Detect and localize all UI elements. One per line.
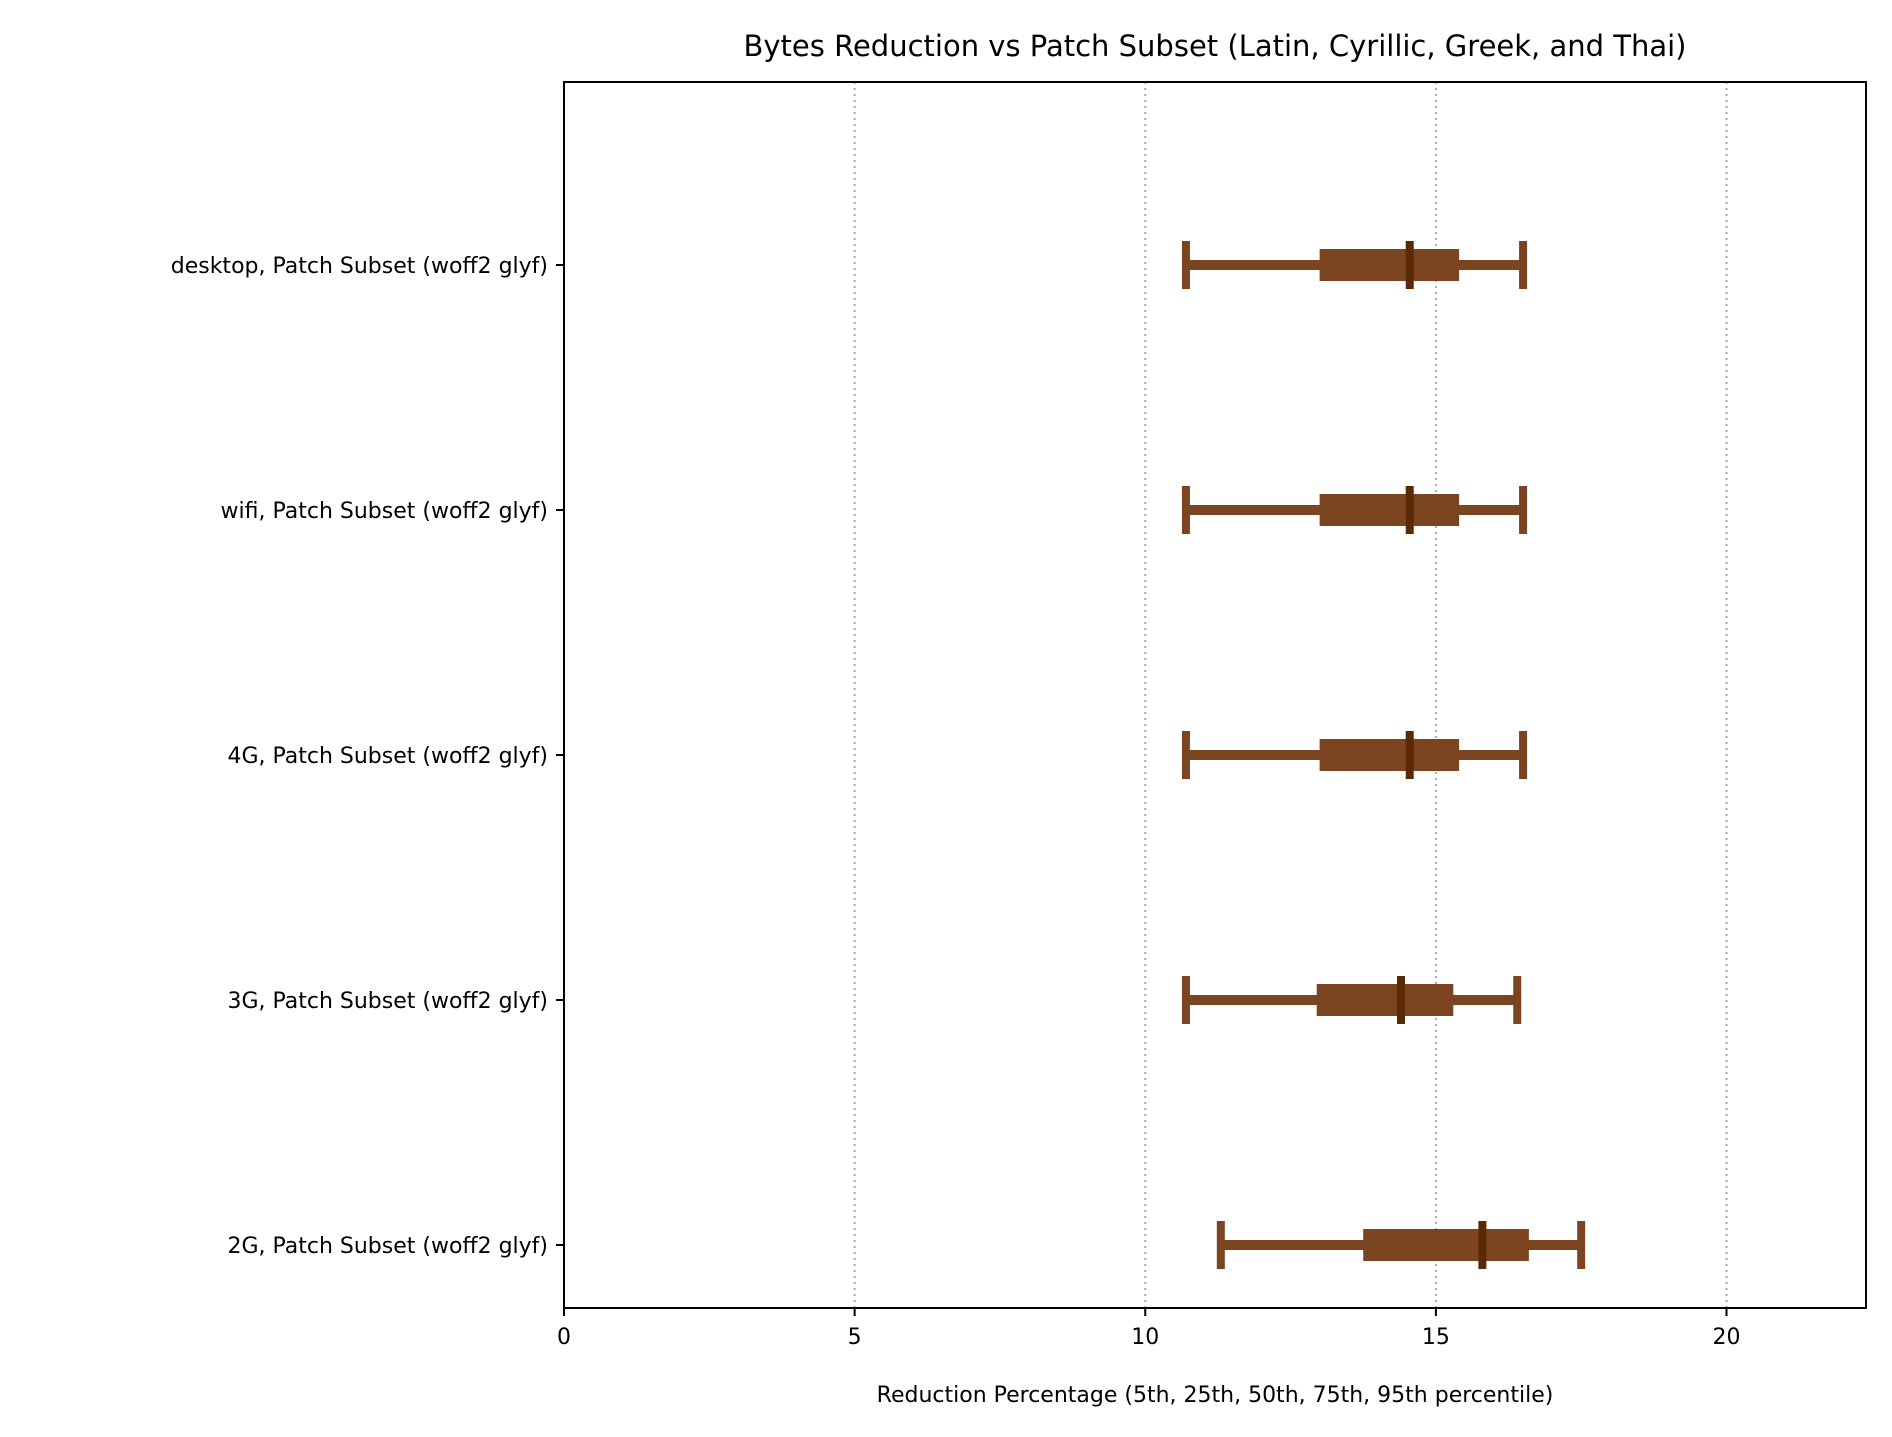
x-tick-label: 15 bbox=[1422, 1325, 1450, 1350]
plot-frame bbox=[563, 81, 1867, 1309]
iqr-box bbox=[1316, 984, 1454, 1016]
y-tick-label: 4G, Patch Subset (woff2 glyf) bbox=[227, 744, 548, 769]
x-tick-label: 10 bbox=[1131, 1325, 1159, 1350]
iqr-box bbox=[1319, 249, 1460, 281]
box-mark bbox=[1181, 731, 1528, 779]
chart-title: Bytes Reduction vs Patch Subset (Latin, … bbox=[744, 29, 1687, 63]
axis-layer: 0 5 10 15 20 desktop, Patch Subset (woff2 gly… bbox=[171, 254, 1741, 1350]
marks-layer bbox=[1181, 241, 1586, 1269]
y-tick-label: wifi, Patch Subset (woff2 glyf) bbox=[221, 499, 548, 524]
iqr-box bbox=[1363, 1229, 1529, 1261]
y-tick-label: 2G, Patch Subset (woff2 glyf) bbox=[227, 1234, 548, 1259]
box-mark bbox=[1181, 976, 1522, 1024]
box-mark bbox=[1181, 486, 1528, 534]
x-axis-label: Reduction Percentage (5th, 25th, 50th, 7… bbox=[877, 1383, 1554, 1408]
iqr-box bbox=[1319, 739, 1460, 771]
y-tick-label: desktop, Patch Subset (woff2 glyf) bbox=[171, 254, 548, 279]
y-tick-label: 3G, Patch Subset (woff2 glyf) bbox=[227, 989, 548, 1014]
grid-layer bbox=[853, 82, 1728, 1308]
box-mark bbox=[1181, 241, 1528, 289]
x-tick-label: 5 bbox=[848, 1325, 862, 1350]
iqr-box bbox=[1319, 494, 1460, 526]
x-tick-label: 20 bbox=[1713, 1325, 1741, 1350]
x-tick-label: 0 bbox=[557, 1325, 571, 1350]
box-mark bbox=[1216, 1221, 1586, 1269]
